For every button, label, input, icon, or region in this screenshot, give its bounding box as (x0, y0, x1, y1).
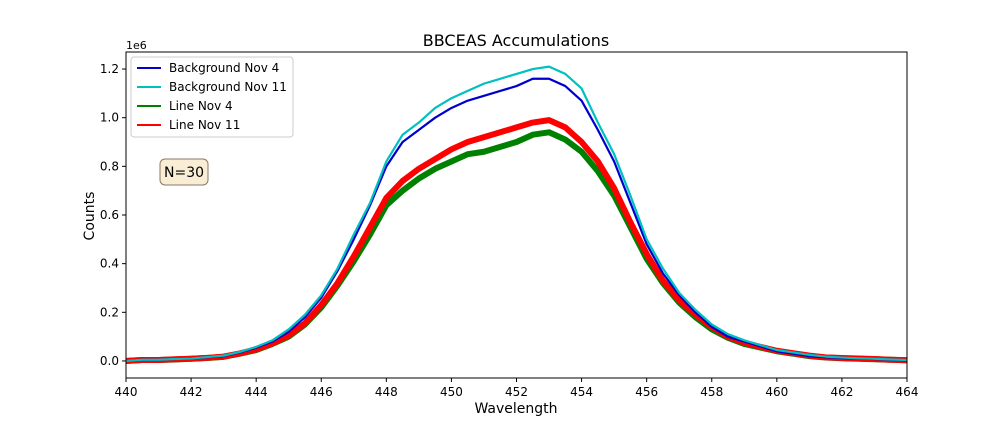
x-tick-label: 440 (115, 385, 138, 399)
x-tick-label: 456 (635, 385, 658, 399)
y-tick-label: 0.0 (100, 354, 119, 368)
y-axis-offset-text: 1e6 (126, 39, 147, 52)
legend-label: Background Nov 4 (169, 61, 279, 75)
x-tick-label: 464 (896, 385, 919, 399)
x-tick-label: 442 (180, 385, 203, 399)
series-line-background-nov-11 (126, 65, 907, 363)
legend-frame (130, 56, 294, 138)
x-tick-label: 450 (440, 385, 463, 399)
chart-title: BBCEAS Accumulations (423, 31, 610, 50)
x-tick-label: 452 (505, 385, 528, 399)
plot-area (126, 65, 907, 364)
x-tick-label: 460 (765, 385, 788, 399)
y-tick-label: 0.2 (100, 305, 119, 319)
x-tick-label: 444 (245, 385, 268, 399)
y-axis-label: Counts (82, 192, 98, 241)
y-tick-label: 0.6 (100, 208, 119, 222)
x-axis-label: Wavelength (474, 401, 557, 417)
annotation-box-background (159, 158, 209, 186)
legend-label: Line Nov 4 (169, 99, 233, 113)
annotation-box: N=30 (159, 158, 209, 186)
x-tick-label: 454 (570, 385, 593, 399)
x-tick-label: 446 (310, 385, 333, 399)
x-tick-label: 448 (375, 385, 398, 399)
y-tick-label: 1.2 (100, 62, 119, 76)
legend-label: Background Nov 11 (169, 80, 287, 94)
annotation-text: N=30 (164, 165, 204, 181)
y-tick-label: 0.4 (100, 257, 119, 271)
x-tick-label: 458 (700, 385, 723, 399)
y-tick-label: 1.0 (100, 111, 119, 125)
y-tick-label: 0.8 (100, 159, 119, 173)
legend: Background Nov 4 Background Nov 11 Line No… (130, 56, 294, 138)
axes: 440 442 444 446 448 450 452 454 456 458 460 462 464 0… (100, 51, 919, 399)
legend-label: Line Nov 11 (169, 118, 240, 132)
x-tick-label: 462 (830, 385, 853, 399)
